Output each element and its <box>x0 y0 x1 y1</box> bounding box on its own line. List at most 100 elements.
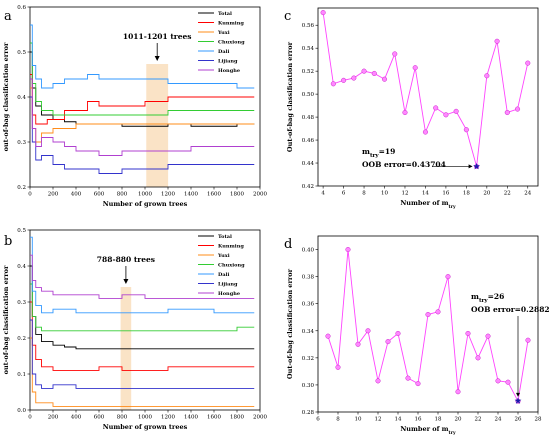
data-point <box>504 109 510 116</box>
x-tick-label: 20 <box>455 417 462 423</box>
legend-entry-chuxiong: Chuxiong <box>218 39 245 45</box>
y-tick-label: 0.2 <box>17 336 26 342</box>
y-tick-label: 0.56 <box>302 23 315 29</box>
plot-frame <box>317 235 539 413</box>
data-point <box>443 112 449 118</box>
mtry-annotation-sub: try <box>370 153 379 159</box>
data-point <box>395 330 401 337</box>
data-point <box>435 309 441 315</box>
series-line-chuxiong <box>30 283 255 332</box>
data-point <box>351 75 357 81</box>
x-tick-label: 18 <box>435 417 442 423</box>
y-tick-label: 0.30 <box>302 383 315 389</box>
x-tick-label: 6 <box>342 191 346 197</box>
x-axis-label: Number of grown trees <box>103 200 188 208</box>
data-point <box>320 10 326 16</box>
x-tick-label: 1200 <box>161 192 175 198</box>
data-point <box>330 81 336 87</box>
legend-entry-lijiang: Lijiang <box>218 281 238 287</box>
data-point <box>355 341 361 347</box>
y-tick-label: 0.50 <box>302 92 315 98</box>
data-point <box>422 129 428 135</box>
x-axis-label-sub: try <box>449 204 456 210</box>
data-point <box>525 60 531 66</box>
y-tick-label: 0.0 <box>17 408 26 414</box>
legend-entry-total: Total <box>218 234 232 240</box>
legend-entry-yuxi: Yuxi <box>217 253 230 259</box>
x-tick-label: 24 <box>495 417 502 423</box>
x-tick-label: 1400 <box>184 415 198 421</box>
x-tick-label: 0 <box>28 415 32 421</box>
x-tick-label: 1400 <box>184 192 198 198</box>
highlight-label: 1011-1201 trees <box>123 32 192 41</box>
x-tick-label: 800 <box>117 415 128 421</box>
data-point <box>455 389 461 395</box>
y-tick-label: 0.42 <box>302 184 314 190</box>
chart-panel-d: 6 8 10 12 14 16 18 20 22 24 26 28 0.28 0.30 0.32 0.34 0.… <box>286 235 550 436</box>
data-point <box>465 330 471 337</box>
mtry-annotation: mtry=19 <box>362 147 395 159</box>
y-axis-label: out-of-bag classification error <box>2 265 10 374</box>
data-point <box>402 109 408 116</box>
x-axis-label-sub: try <box>449 430 456 436</box>
x-tick-label: 1800 <box>230 415 244 421</box>
panel-label-a: a <box>4 9 12 24</box>
series-line-honghe <box>30 78 255 156</box>
data-point <box>375 378 381 384</box>
data-point <box>525 337 531 343</box>
x-tick-label: 1200 <box>161 415 175 421</box>
legend-entry-kunming: Kunming <box>218 243 244 249</box>
series-line-yuxi <box>30 337 255 407</box>
x-tick-label: 16 <box>442 191 449 197</box>
highlight-label: 788-880 trees <box>97 255 155 264</box>
mtry-series-line <box>322 12 529 167</box>
data-point <box>495 378 501 384</box>
x-tick-label: 1600 <box>207 415 221 421</box>
data-point <box>484 73 490 79</box>
x-axis-label: Number of mtry <box>400 199 456 210</box>
mtry-annotation-value: =19 <box>379 147 396 156</box>
y-tick-label: 0.3 <box>17 140 26 146</box>
data-point <box>392 51 398 57</box>
series-line-lijiang <box>30 96 255 174</box>
legend-entry-yuxi: Yuxi <box>217 30 230 36</box>
legend-entry-dali: Dali <box>218 272 229 278</box>
panel-label-b: b <box>4 234 12 249</box>
legend-entry-honghe: Honghe <box>218 291 240 297</box>
y-tick-label: 0.4 <box>17 95 26 101</box>
best-point-star <box>514 397 522 404</box>
mtry-annotation-sub: try <box>479 298 488 304</box>
data-point <box>463 127 469 133</box>
x-tick-label: 18 <box>463 191 470 197</box>
data-point <box>514 106 521 112</box>
x-tick-label: 600 <box>94 415 105 421</box>
y-axis-label: out-of-bag classification error <box>2 42 10 151</box>
x-tick-label: 200 <box>48 415 59 421</box>
data-point <box>485 333 491 339</box>
y-tick-label: 0.5 <box>17 50 26 56</box>
x-tick-label: 2000 <box>253 415 267 421</box>
data-point <box>371 70 377 77</box>
x-tick-label: 1600 <box>207 192 221 198</box>
data-point <box>453 108 459 114</box>
x-tick-label: 14 <box>395 417 402 423</box>
y-tick-label: 0.3 <box>17 300 26 306</box>
y-tick-label: 0.48 <box>302 115 315 121</box>
series-line-dali <box>30 236 255 314</box>
chart-panel-b: 788-880 trees 0 200 400 600 800 1000 1200 1400 16… <box>2 228 267 431</box>
x-tick-label: 12 <box>401 191 408 197</box>
panel-label-c: c <box>284 9 291 24</box>
x-tick-label: 10 <box>381 191 388 197</box>
y-tick-label: 0.34 <box>302 329 315 335</box>
y-tick-label: 0.6 <box>17 5 26 11</box>
y-axis-label: Out-of-bag classification error <box>286 41 294 152</box>
data-point <box>361 68 367 74</box>
x-tick-label: 800 <box>117 192 128 198</box>
data-point <box>365 328 371 334</box>
data-point <box>325 333 331 339</box>
data-point <box>412 65 418 71</box>
oob-annotation: OOB error=0.43704 <box>362 160 446 169</box>
best-point-star <box>473 162 481 170</box>
data-point <box>494 38 500 44</box>
data-point <box>381 76 388 82</box>
